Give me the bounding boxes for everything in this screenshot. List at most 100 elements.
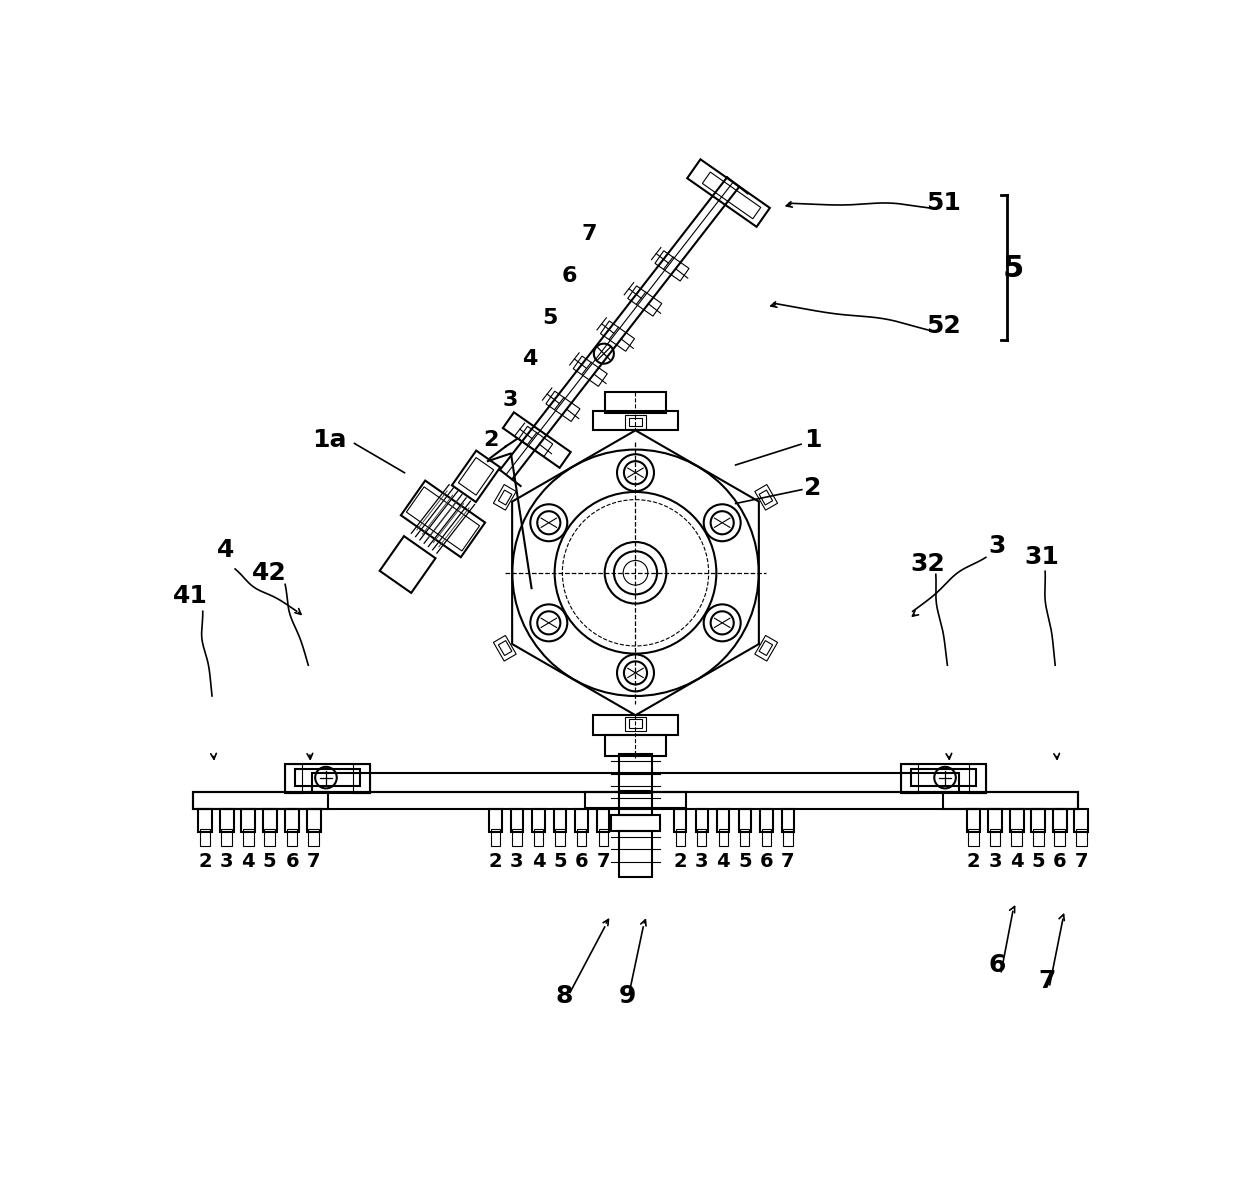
- Text: 4: 4: [217, 538, 234, 562]
- Text: 6: 6: [760, 852, 774, 871]
- Text: 8: 8: [556, 984, 573, 1008]
- Bar: [490, 809, 501, 832]
- Bar: [760, 809, 773, 832]
- Text: 7: 7: [781, 852, 795, 871]
- Text: 31: 31: [1024, 545, 1059, 570]
- Text: 5: 5: [263, 852, 277, 871]
- Bar: [491, 830, 500, 846]
- Text: 42: 42: [253, 560, 288, 585]
- Bar: [717, 809, 729, 832]
- Bar: [605, 734, 666, 756]
- Bar: [243, 830, 253, 846]
- Bar: [619, 754, 652, 815]
- Text: 2: 2: [804, 476, 821, 500]
- Bar: [761, 830, 771, 846]
- Text: 1a: 1a: [311, 428, 346, 452]
- Bar: [967, 809, 981, 832]
- Bar: [911, 769, 976, 786]
- Text: 5: 5: [542, 308, 558, 328]
- Text: 3: 3: [219, 852, 233, 871]
- Bar: [554, 809, 567, 832]
- Bar: [901, 763, 986, 793]
- Bar: [1032, 809, 1045, 832]
- Bar: [968, 830, 978, 846]
- Bar: [219, 809, 233, 832]
- Bar: [353, 763, 370, 793]
- Text: 7: 7: [582, 223, 596, 243]
- Text: 3: 3: [503, 391, 518, 411]
- Bar: [286, 830, 298, 846]
- Text: 7: 7: [306, 852, 320, 871]
- Text: 2: 2: [198, 852, 212, 871]
- Bar: [781, 809, 794, 832]
- Text: 3: 3: [694, 852, 708, 871]
- Bar: [605, 392, 666, 413]
- Bar: [511, 809, 523, 832]
- Text: 3: 3: [988, 533, 1006, 558]
- Bar: [599, 830, 608, 846]
- Bar: [534, 830, 543, 846]
- Text: 4: 4: [532, 852, 546, 871]
- Bar: [285, 763, 303, 793]
- Text: 4: 4: [242, 852, 255, 871]
- Bar: [1053, 809, 1066, 832]
- Bar: [990, 830, 1001, 846]
- Text: 2: 2: [484, 430, 498, 450]
- Bar: [585, 792, 686, 807]
- Text: 6: 6: [1053, 852, 1066, 871]
- Bar: [198, 809, 212, 832]
- Text: 5: 5: [738, 852, 751, 871]
- Bar: [575, 809, 588, 832]
- Text: 5: 5: [553, 852, 567, 871]
- Text: 4: 4: [1009, 852, 1023, 871]
- Bar: [1033, 830, 1044, 846]
- Text: 51: 51: [926, 191, 961, 215]
- Text: 2: 2: [673, 852, 687, 871]
- Bar: [739, 809, 751, 832]
- Bar: [263, 809, 277, 832]
- Text: 4: 4: [522, 349, 538, 369]
- Bar: [611, 815, 660, 831]
- Bar: [556, 830, 564, 846]
- Bar: [619, 831, 652, 877]
- Text: 32: 32: [910, 551, 945, 576]
- Bar: [577, 830, 587, 846]
- Bar: [192, 792, 327, 809]
- Bar: [295, 769, 360, 786]
- Bar: [740, 830, 749, 846]
- Bar: [619, 791, 652, 793]
- Text: 5: 5: [1032, 852, 1045, 871]
- Bar: [312, 773, 959, 792]
- Text: 2: 2: [967, 852, 981, 871]
- Bar: [784, 830, 792, 846]
- Bar: [512, 830, 522, 846]
- Bar: [192, 792, 1079, 809]
- Text: 52: 52: [926, 314, 961, 339]
- Bar: [968, 763, 986, 793]
- Text: 9: 9: [619, 984, 636, 1008]
- Text: 7: 7: [1039, 969, 1056, 992]
- Text: 3: 3: [988, 852, 1002, 871]
- Bar: [593, 411, 678, 431]
- Bar: [697, 830, 707, 846]
- Text: 6: 6: [562, 267, 577, 287]
- Text: 7: 7: [1075, 852, 1087, 871]
- Bar: [596, 809, 609, 832]
- Bar: [1074, 809, 1089, 832]
- Bar: [1012, 830, 1022, 846]
- Bar: [719, 830, 728, 846]
- Text: 6: 6: [575, 852, 589, 871]
- Bar: [285, 763, 370, 793]
- Bar: [242, 809, 255, 832]
- Bar: [200, 830, 211, 846]
- Bar: [593, 715, 678, 734]
- Text: 6: 6: [285, 852, 299, 871]
- Bar: [285, 809, 299, 832]
- Text: 3: 3: [510, 852, 523, 871]
- Text: 1: 1: [804, 428, 821, 452]
- Bar: [676, 830, 684, 846]
- Text: 5: 5: [1002, 254, 1023, 283]
- Bar: [306, 809, 321, 832]
- Bar: [696, 809, 708, 832]
- Text: 6: 6: [988, 953, 1006, 977]
